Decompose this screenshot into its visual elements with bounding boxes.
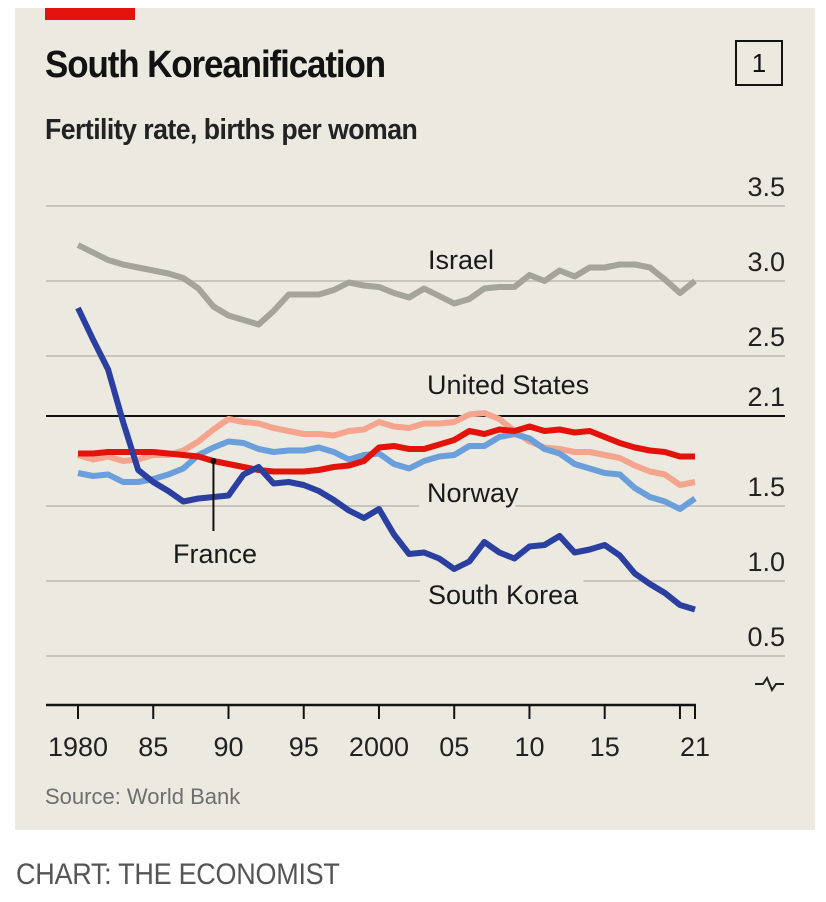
series-lines [75, 242, 697, 613]
label-mask [419, 478, 516, 512]
y-tick-label: 3.5 [747, 172, 785, 202]
y-tick-labels: 3.5 3.0 2.5 2.1 1.5 1.0 0.5 [747, 172, 785, 693]
y-tick-label: 0.5 [747, 622, 785, 652]
label-israel: Israel [428, 245, 494, 275]
chart-number-badge: 1 [735, 40, 783, 86]
x-tick-label: 21 [680, 732, 710, 762]
label-norway: Norway [427, 478, 519, 508]
label-france: France [173, 539, 257, 569]
series-line-norway [77, 431, 697, 512]
x-tick-label: 05 [439, 732, 469, 762]
chart-panel [15, 8, 815, 830]
x-tick-label: 95 [289, 732, 319, 762]
series-line-united-states [77, 410, 696, 488]
series-line-israel [76, 242, 697, 328]
y-tick-label: 3.0 [747, 247, 785, 277]
source-note: Source: World Bank [45, 784, 241, 809]
chart-title: South Koreanification [45, 44, 386, 86]
y-tick-label: 2.1 [747, 382, 785, 412]
x-tick-label: 10 [514, 732, 544, 762]
x-tick-label: 1980 [48, 732, 108, 762]
chart-credit: CHART: THE ECONOMIST [16, 858, 340, 891]
label-mask [419, 370, 610, 404]
series-line-france [78, 423, 695, 475]
y-tick-label: 1.0 [747, 547, 785, 577]
gridlines [46, 205, 785, 657]
accent-bar [45, 8, 135, 20]
x-tick-label: 90 [213, 732, 243, 762]
label-united-states: United States [427, 370, 589, 400]
label-mask [420, 245, 517, 279]
y-tick-label: 2.5 [747, 322, 785, 352]
x-tick-label: 85 [138, 732, 168, 762]
x-tick-label: 15 [590, 732, 620, 762]
axis-break-icon [755, 675, 784, 693]
label-south-korea: South Korea [428, 580, 579, 610]
label-masks [165, 245, 610, 614]
series-line-south-korea [75, 306, 696, 613]
x-tick-label: 2000 [349, 732, 409, 762]
label-mask [165, 539, 262, 573]
chart-subtitle: Fertility rate, births per woman [45, 114, 418, 146]
y-tick-label: 1.5 [747, 472, 785, 502]
label-mask [420, 580, 584, 614]
x-axis: 1980 85 90 95 2000 05 10 15 21 [46, 703, 710, 762]
france-pointer-dot [210, 458, 217, 464]
series-labels: Israel United States Norway France South Kor… [173, 245, 589, 610]
